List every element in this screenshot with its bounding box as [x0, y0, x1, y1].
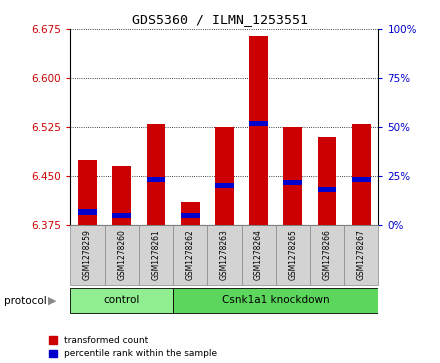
Bar — [215, 183, 234, 188]
FancyBboxPatch shape — [105, 225, 139, 285]
Bar — [249, 121, 268, 126]
Legend: transformed count, percentile rank within the sample: transformed count, percentile rank withi… — [48, 336, 217, 359]
Text: control: control — [103, 295, 140, 305]
FancyBboxPatch shape — [173, 225, 207, 285]
FancyBboxPatch shape — [70, 225, 105, 285]
FancyBboxPatch shape — [276, 225, 310, 285]
Bar — [78, 160, 97, 225]
Bar — [112, 166, 131, 225]
Bar — [318, 137, 337, 225]
Bar — [352, 177, 370, 182]
Text: Csnk1a1 knockdown: Csnk1a1 knockdown — [222, 295, 330, 305]
FancyBboxPatch shape — [310, 225, 344, 285]
Text: ▶: ▶ — [48, 295, 56, 306]
FancyBboxPatch shape — [70, 288, 173, 313]
Bar — [318, 187, 337, 192]
Bar — [147, 124, 165, 225]
FancyBboxPatch shape — [207, 225, 242, 285]
Bar — [112, 213, 131, 218]
FancyBboxPatch shape — [344, 225, 378, 285]
FancyBboxPatch shape — [139, 225, 173, 285]
Bar — [215, 127, 234, 225]
Bar — [181, 213, 200, 218]
Text: GSM1278266: GSM1278266 — [323, 229, 332, 281]
Text: GSM1278261: GSM1278261 — [151, 230, 161, 280]
Bar — [283, 180, 302, 185]
Text: protocol: protocol — [4, 295, 47, 306]
Text: GSM1278263: GSM1278263 — [220, 229, 229, 281]
Bar — [181, 202, 200, 225]
Text: GSM1278262: GSM1278262 — [186, 230, 194, 280]
Bar — [147, 177, 165, 182]
Text: GSM1278267: GSM1278267 — [357, 229, 366, 281]
FancyBboxPatch shape — [242, 225, 276, 285]
Bar — [283, 127, 302, 225]
Bar — [352, 124, 370, 225]
Text: GSM1278265: GSM1278265 — [288, 229, 297, 281]
Text: GSM1278259: GSM1278259 — [83, 229, 92, 281]
Bar — [249, 36, 268, 225]
Text: GSM1278264: GSM1278264 — [254, 229, 263, 281]
Text: GSM1278260: GSM1278260 — [117, 229, 126, 281]
FancyBboxPatch shape — [173, 288, 378, 313]
Bar — [78, 209, 97, 215]
Text: GDS5360 / ILMN_1253551: GDS5360 / ILMN_1253551 — [132, 13, 308, 26]
